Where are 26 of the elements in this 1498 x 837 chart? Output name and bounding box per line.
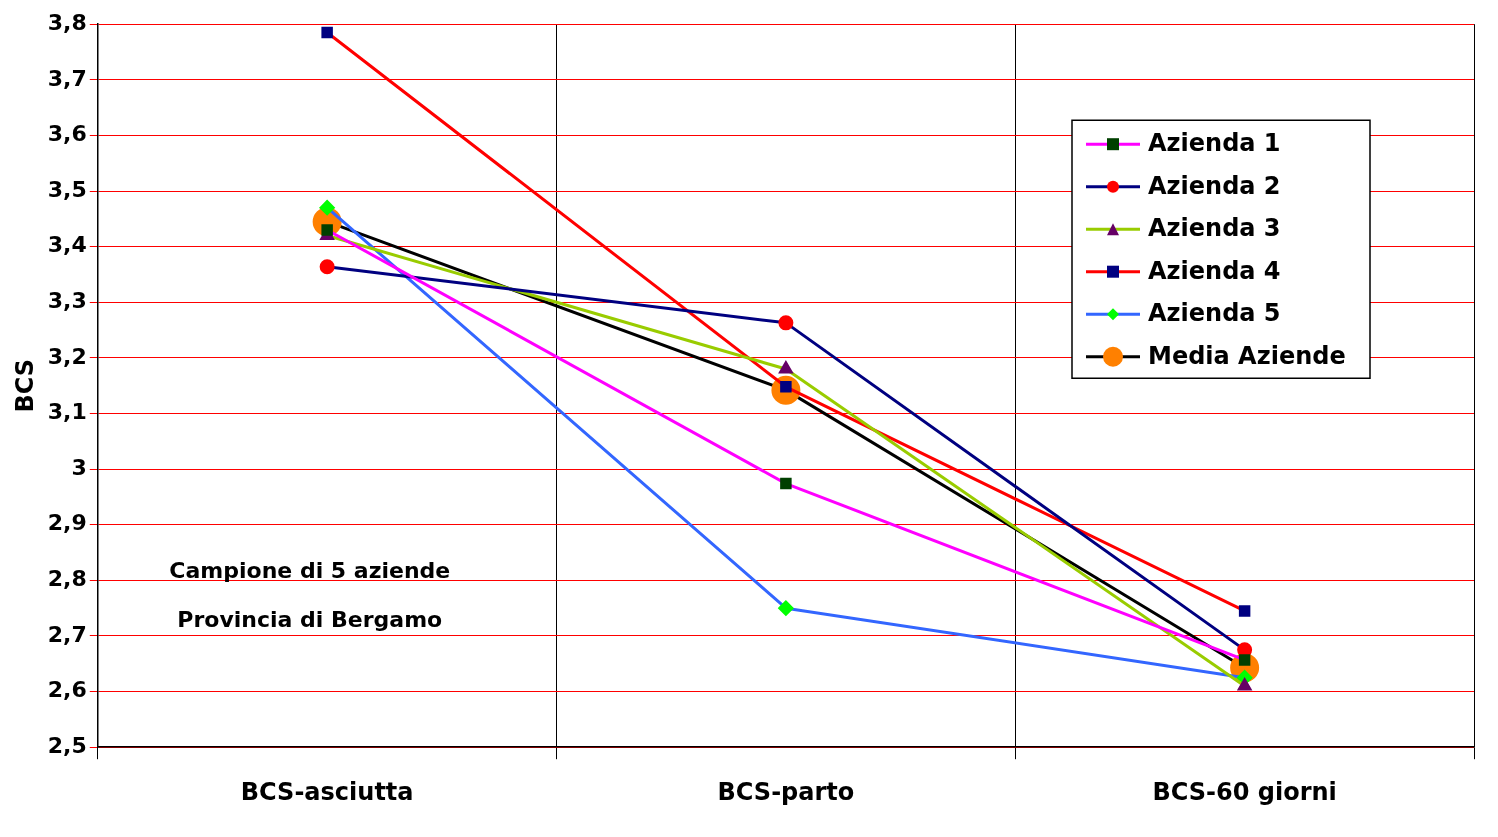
y-axis-title: BCS (10, 358, 39, 413)
legend-label: Azienda 4 (1148, 256, 1281, 285)
y-tick-label: 2,7 (47, 621, 87, 647)
x-tick-label: BCS-60 giorni (1152, 777, 1337, 806)
x-tick-label: BCS-parto (717, 777, 855, 806)
y-tick-label: 3,5 (47, 176, 87, 202)
legend-label: Azienda 5 (1148, 299, 1281, 328)
y-tick-label: 3,4 (47, 232, 87, 258)
annotation: Campione di 5 aziende (169, 557, 451, 583)
annotation: Provincia di Bergamo (177, 606, 443, 632)
legend-label: Azienda 2 (1148, 171, 1281, 200)
legend-label: Azienda 1 (1148, 129, 1281, 158)
y-tick-label: 2,9 (47, 510, 87, 536)
y-tick-label: 3,3 (47, 288, 87, 313)
legend-label: Azienda 3 (1148, 214, 1281, 243)
y-tick-label: 2,8 (47, 566, 87, 592)
legend-label: Media Aziende (1148, 341, 1346, 370)
y-tick-label: 3,8 (47, 9, 87, 35)
y-tick-label: 3,1 (47, 399, 87, 425)
y-tick-label: 2,6 (47, 677, 87, 703)
y-tick-label: 3,7 (47, 65, 87, 91)
y-tick-label: 3 (71, 454, 87, 480)
y-tick-label: 3,6 (47, 121, 87, 147)
y-tick-label: 2,5 (47, 732, 87, 758)
y-tick-label: 3,2 (47, 343, 87, 369)
x-tick-label: BCS-asciutta (240, 777, 414, 806)
